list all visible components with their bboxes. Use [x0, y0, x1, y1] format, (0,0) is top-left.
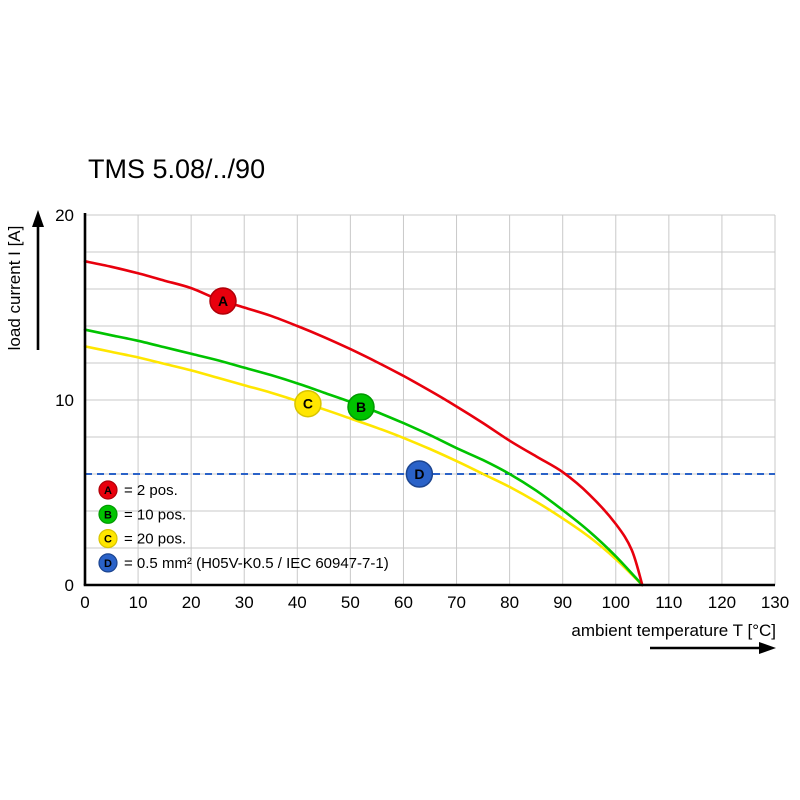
x-tick-label: 30	[235, 593, 254, 612]
legend-marker-D	[98, 553, 118, 573]
x-tick-label: 80	[500, 593, 519, 612]
x-tick-label: 90	[553, 593, 572, 612]
marker-letter-A: A	[218, 293, 228, 309]
legend-item-label: = 0.5 mm² (H05V-K0.5 / IEC 60947-7-1)	[124, 555, 389, 572]
y-tick-label: 20	[55, 206, 74, 225]
x-tick-label: 0	[80, 593, 89, 612]
legend-marker-A	[98, 480, 118, 500]
curve-C	[83, 345, 644, 587]
x-tick-label: 50	[341, 593, 360, 612]
marker-letter-D: D	[414, 466, 424, 482]
legend-item-label: = 2 pos.	[124, 482, 178, 499]
legend-marker-B	[98, 504, 118, 524]
marker-B	[347, 393, 375, 421]
y-tick-label: 10	[55, 391, 74, 410]
x-tick-label: 70	[447, 593, 466, 612]
y-axis-arrow	[32, 210, 44, 350]
legend-item-label: = 10 pos.	[124, 506, 186, 523]
marker-C	[294, 389, 322, 418]
x-tick-label: 10	[129, 593, 148, 612]
x-tick-label: 130	[761, 593, 789, 612]
x-tick-label: 40	[288, 593, 307, 612]
x-axis-arrow	[650, 642, 776, 654]
marker-layer: C B A D	[209, 287, 434, 488]
x-tick-label: 60	[394, 593, 413, 612]
marker-letter-B: B	[356, 399, 366, 415]
legend-letter-C: C	[104, 534, 112, 546]
grid-layer	[85, 214, 776, 585]
x-tick-label: 120	[708, 593, 736, 612]
legend: A = 2 pos. B = 10 pos. C = 20 pos. D = 0.5 mm² …	[98, 480, 389, 573]
y-axis-label: load current I [A]	[5, 226, 24, 351]
marker-letter-C: C	[303, 396, 313, 412]
x-tick-label: 20	[182, 593, 201, 612]
marker-D	[405, 460, 434, 488]
marker-A	[209, 287, 237, 315]
legend-marker-C	[98, 528, 118, 549]
x-axis-label: ambient temperature T [°C]	[571, 621, 776, 640]
x-tick-label: 100	[602, 593, 630, 612]
curve-A	[83, 260, 644, 587]
chart-title: TMS 5.08/../90	[88, 154, 265, 184]
legend-item-label: = 20 pos.	[124, 531, 186, 548]
y-tick-label: 0	[65, 576, 74, 595]
tick-layer: 0 10 20 30 40 50 60 70 80 90 100 110 120 130 0 10 20	[55, 206, 789, 612]
x-tick-label: 110	[655, 593, 682, 612]
legend-letter-D: D	[104, 558, 112, 570]
legend-letter-A: A	[104, 485, 112, 497]
legend-letter-B: B	[104, 509, 112, 521]
